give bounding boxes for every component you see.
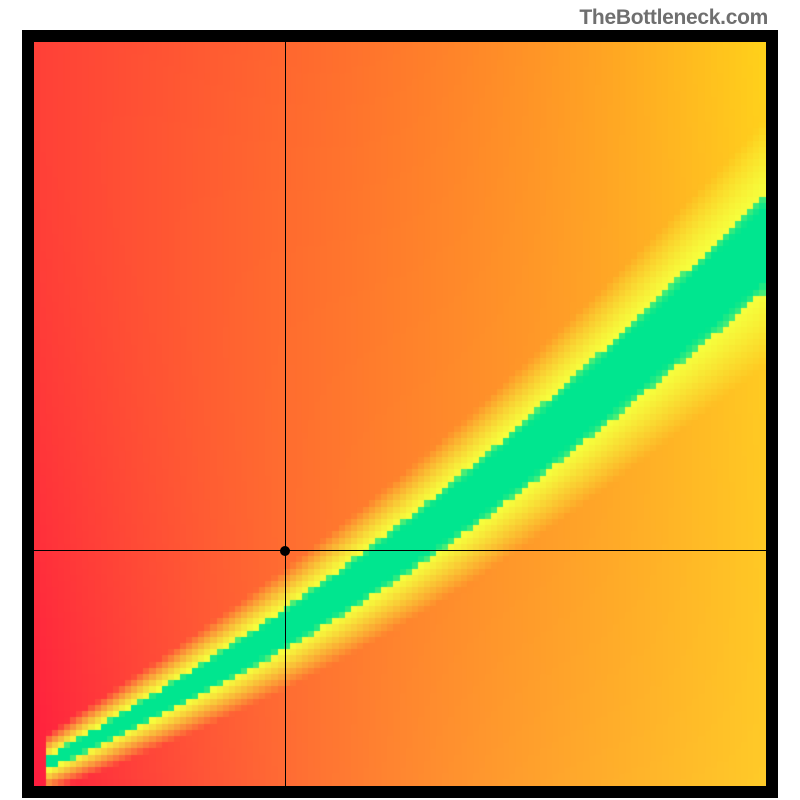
crosshair-horizontal bbox=[34, 550, 766, 551]
crosshair-vertical bbox=[285, 42, 286, 786]
chart-container: TheBottleneck.com bbox=[0, 0, 800, 800]
data-point-marker bbox=[280, 546, 290, 556]
watermark-text: TheBottleneck.com bbox=[579, 6, 768, 30]
bottleneck-heatmap bbox=[34, 42, 766, 786]
